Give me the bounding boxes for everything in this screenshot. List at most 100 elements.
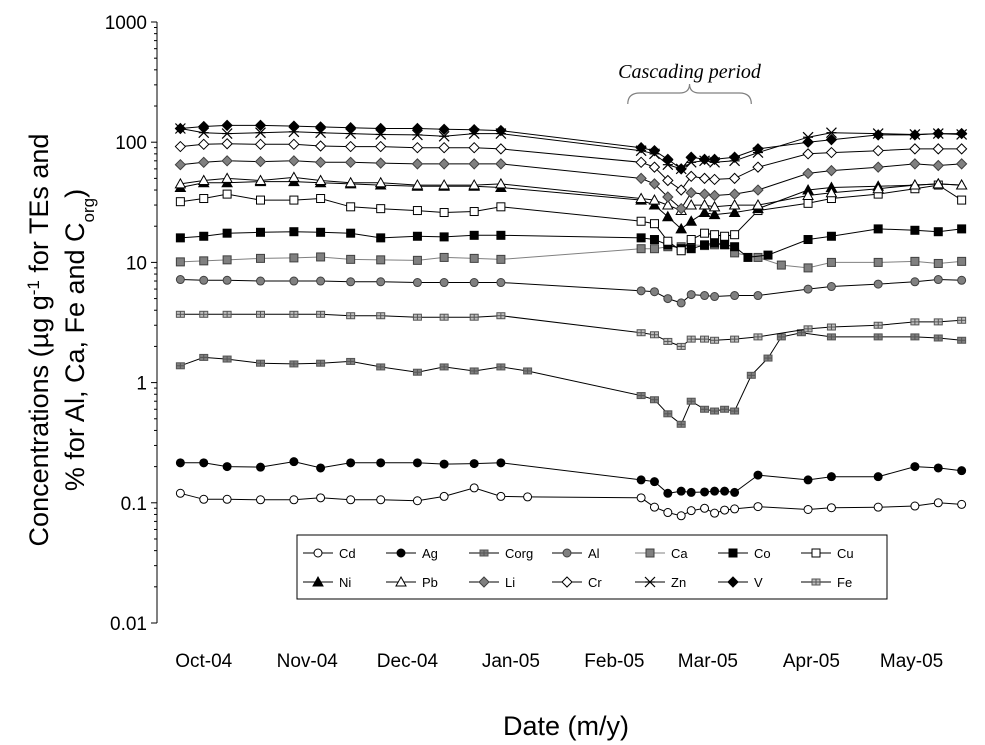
- legend-label-li: Li: [505, 575, 515, 590]
- data-point-fe: [753, 333, 763, 341]
- series-layer: [174, 119, 968, 521]
- data-point-ag: [826, 472, 836, 482]
- data-point-cr: [314, 140, 327, 152]
- data-point-cd: [720, 505, 730, 515]
- data-point-cr: [438, 141, 450, 154]
- data-point-ag: [199, 458, 209, 468]
- data-point-v: [909, 129, 921, 141]
- data-point-cd: [663, 508, 673, 518]
- series-ca: [175, 239, 967, 273]
- axes: 0.01 0.1 1 10 100 1000 Oct-04 Nov-04 Dec-04 Jan-0…: [105, 13, 944, 672]
- data-point-ca: [496, 254, 506, 264]
- data-point-cd: [730, 504, 740, 514]
- data-point-fe: [649, 331, 659, 339]
- data-point-zn: [375, 129, 387, 140]
- data-point-cd: [376, 495, 386, 505]
- legend-label-fe: Fe: [837, 575, 852, 590]
- data-point-co: [700, 240, 710, 250]
- data-point-cr: [728, 172, 741, 185]
- data-point-cu: [710, 230, 720, 240]
- data-point-v: [932, 127, 944, 140]
- data-point-corg: [222, 355, 232, 363]
- data-point-li: [495, 158, 507, 170]
- data-point-co: [933, 227, 943, 237]
- data-point-corg: [957, 336, 967, 344]
- data-point-ca: [469, 253, 479, 263]
- data-point-cu: [720, 231, 730, 241]
- data-point-cr: [909, 143, 921, 155]
- data-point-cr: [174, 140, 187, 153]
- legend-marker-corg: [479, 549, 489, 557]
- data-point-ag: [873, 472, 883, 482]
- legend-label-co: Co: [754, 546, 771, 561]
- data-point-al: [346, 277, 356, 287]
- legend-marker-al: [562, 548, 572, 558]
- x-tick-label: Jan-05: [482, 651, 540, 672]
- data-point-cd: [686, 506, 696, 516]
- data-point-corg: [412, 368, 422, 376]
- data-point-li: [411, 158, 424, 170]
- data-point-ca: [289, 253, 299, 263]
- data-point-cd: [439, 491, 449, 501]
- data-point-cd: [199, 494, 209, 504]
- y-tick-label: 10: [126, 253, 147, 274]
- data-point-al: [686, 290, 696, 300]
- data-point-li: [909, 158, 921, 170]
- data-point-corg: [700, 405, 710, 413]
- y-tick-label: 0.01: [110, 614, 147, 635]
- legend-marker-cu: [811, 548, 821, 558]
- data-point-fe: [175, 310, 185, 318]
- data-point-co: [412, 231, 422, 241]
- data-point-ag: [175, 458, 185, 468]
- data-point-fe: [496, 312, 506, 320]
- data-point-cr: [635, 156, 647, 169]
- data-point-pb: [909, 179, 921, 190]
- data-point-co: [826, 231, 836, 241]
- data-point-cd: [803, 504, 813, 514]
- data-point-li: [648, 178, 661, 190]
- data-point-zn: [198, 127, 210, 139]
- data-point-ag: [910, 462, 920, 472]
- data-point-ni: [728, 206, 741, 218]
- data-point-ca: [439, 252, 449, 262]
- data-point-cu: [649, 219, 659, 229]
- legend-label-pb: Pb: [422, 575, 438, 590]
- data-point-ag: [636, 475, 646, 485]
- data-point-cr: [662, 174, 674, 187]
- data-point-al: [933, 275, 943, 285]
- data-point-ca: [175, 257, 185, 267]
- data-point-li: [698, 188, 711, 200]
- data-point-cd: [412, 496, 422, 506]
- data-point-cr: [495, 143, 507, 155]
- data-point-corg: [316, 359, 326, 367]
- data-point-pb: [635, 192, 647, 204]
- legend: Cd Ag Corg Al Ca Co Cu Ni Pb Li Cr Zn V Fe: [296, 534, 888, 600]
- data-point-co: [730, 242, 740, 252]
- data-point-cr: [675, 184, 687, 196]
- legend-label-ca: Ca: [671, 546, 688, 561]
- data-point-li: [802, 167, 814, 180]
- data-point-cr: [708, 173, 721, 186]
- data-point-ca: [957, 256, 967, 266]
- data-point-li: [198, 156, 210, 169]
- data-point-v: [254, 119, 267, 132]
- data-point-pb: [221, 172, 233, 183]
- data-point-ca: [256, 253, 266, 263]
- data-point-pb: [728, 199, 741, 210]
- data-point-cr: [698, 172, 711, 185]
- data-point-co: [720, 240, 730, 250]
- legend-item-corg: Corg: [469, 546, 533, 561]
- legend-item-zn: Zn: [635, 575, 686, 590]
- data-point-li: [635, 172, 647, 185]
- x-tick-label: Dec-04: [377, 651, 439, 672]
- data-point-li: [728, 188, 741, 200]
- legend-marker-pb: [395, 575, 407, 587]
- data-point-corg: [469, 367, 479, 375]
- data-point-zn: [255, 127, 266, 139]
- data-point-ca: [803, 263, 813, 273]
- x-tick-label: Apr-05: [783, 651, 840, 672]
- data-point-li: [685, 187, 697, 199]
- data-point-v: [825, 133, 838, 146]
- data-point-li: [932, 159, 944, 172]
- data-point-cu: [439, 208, 449, 218]
